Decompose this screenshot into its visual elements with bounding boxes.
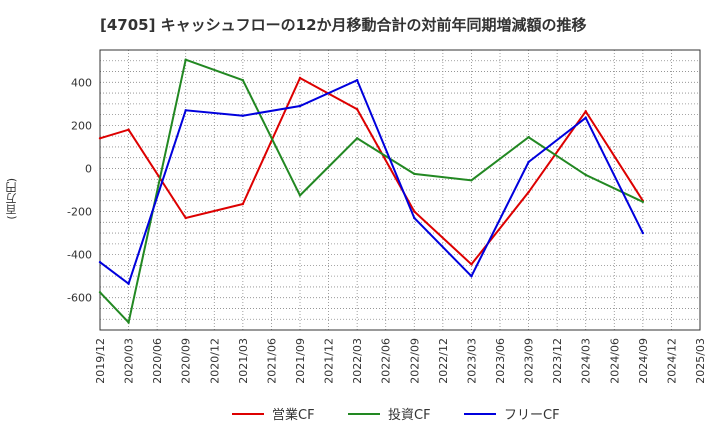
data-point-series-2 — [98, 291, 102, 294]
data-point-series-2 — [298, 194, 302, 197]
x-tick-label: 2024/03 — [580, 338, 593, 384]
data-point-series-1 — [413, 210, 416, 213]
data-point-series-1 — [298, 76, 302, 80]
data-point-series-1 — [470, 263, 473, 266]
x-tick-label: 2024/09 — [637, 338, 650, 384]
x-tick-label: 2022/06 — [380, 338, 393, 384]
series-line-2 — [99, 58, 644, 325]
x-tick-label: 2025/03 — [694, 338, 707, 384]
x-tick-label: 2022/03 — [351, 338, 364, 384]
y-axis-label: (百万円) — [5, 178, 18, 220]
data-point-series-3 — [241, 114, 245, 117]
data-point-series-2 — [241, 78, 245, 82]
series-line-3 — [99, 78, 644, 286]
data-point-series-2 — [184, 58, 187, 61]
y-tick-label: -200 — [67, 206, 92, 219]
data-point-series-3 — [584, 116, 587, 120]
y-tick-label: 400 — [71, 76, 92, 89]
data-point-series-2 — [641, 200, 645, 204]
series-line-1 — [99, 76, 644, 266]
x-tick-label: 2019/12 — [94, 338, 107, 384]
data-point-series-1 — [184, 216, 187, 220]
y-tick-label: 200 — [71, 119, 92, 132]
data-point-series-2 — [355, 137, 359, 140]
data-point-series-1 — [527, 190, 530, 194]
data-point-series-1 — [241, 202, 245, 206]
y-tick-label: -400 — [67, 249, 92, 262]
data-point-series-3 — [527, 160, 530, 164]
data-point-series-3 — [184, 109, 187, 112]
x-tick-label: 2022/12 — [437, 338, 450, 384]
x-tick-label: 2024/06 — [608, 338, 621, 384]
data-point-series-2 — [127, 321, 130, 324]
data-point-series-2 — [527, 136, 530, 139]
x-tick-label: 2020/03 — [123, 338, 136, 384]
data-point-series-3 — [413, 216, 416, 220]
data-point-series-3 — [470, 274, 473, 278]
data-point-series-3 — [98, 260, 102, 264]
x-tick-label: 2023/09 — [523, 338, 536, 384]
data-point-series-1 — [127, 128, 130, 131]
y-tick-label: -600 — [67, 292, 92, 305]
legend-label-2: 投資CF — [388, 407, 431, 423]
chart-title: [4705] キャッシュフローの12か月移動合計の対前年同期増減額の推移 — [100, 16, 587, 34]
x-tick-label: 2020/06 — [151, 338, 164, 384]
x-tick-label: 2023/12 — [551, 338, 564, 384]
data-point-series-1 — [584, 110, 587, 113]
x-tick-label: 2024/12 — [665, 338, 678, 384]
x-tick-label: 2022/09 — [408, 338, 421, 384]
x-tick-label: 2021/12 — [323, 338, 336, 384]
data-point-series-3 — [641, 231, 645, 235]
x-tick-label: 2023/06 — [494, 338, 507, 384]
data-point-series-3 — [127, 282, 130, 285]
data-point-series-3 — [355, 78, 359, 82]
legend-label-3: フリーCF — [504, 408, 560, 423]
data-point-series-2 — [413, 172, 416, 176]
data-point-series-1 — [98, 137, 102, 140]
legend-label-1: 営業CF — [272, 407, 315, 423]
x-tick-label: 2021/06 — [265, 338, 278, 384]
x-tick-label: 2020/09 — [180, 338, 193, 384]
data-point-series-3 — [298, 104, 302, 108]
y-tick-label: 0 — [85, 162, 92, 175]
plot-frame — [99, 49, 701, 331]
data-point-series-2 — [584, 173, 587, 177]
x-tick-label: 2020/12 — [208, 338, 221, 384]
x-tick-label: 2021/09 — [294, 338, 307, 384]
data-point-series-1 — [355, 108, 359, 111]
x-tick-label: 2021/03 — [237, 338, 250, 384]
data-point-series-2 — [470, 179, 473, 182]
x-tick-label: 2023/03 — [465, 338, 478, 384]
